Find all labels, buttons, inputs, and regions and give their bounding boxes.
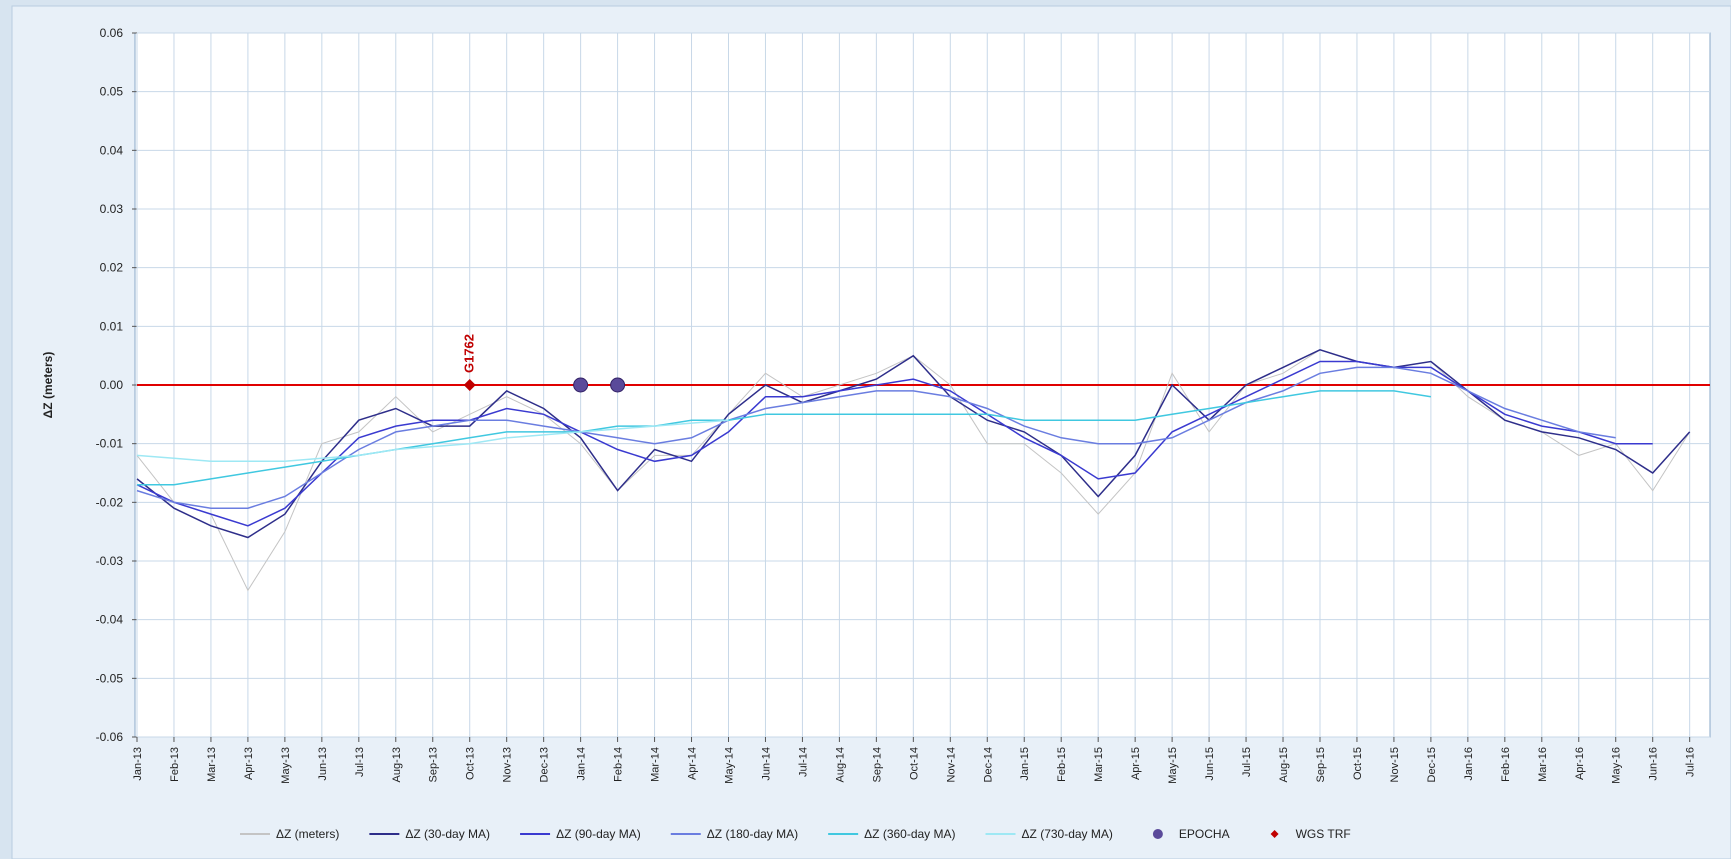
legend-label: ΔZ (90-day MA) — [556, 827, 641, 841]
series-line — [136, 348, 1691, 539]
x-tick-label: May-15 — [1167, 747, 1179, 784]
x-tick-label: Mar-16 — [1537, 747, 1549, 782]
y-tick-label: -0.04 — [96, 613, 124, 627]
legend-label: ΔZ (meters) — [276, 827, 339, 841]
legend-swatch — [1152, 829, 1163, 839]
y-tick-label: 0.01 — [100, 319, 124, 333]
x-tick-label: Jan-16 — [1463, 747, 1475, 781]
y-tick-label: -0.01 — [96, 437, 124, 451]
x-tick-label: Mar-15 — [1093, 747, 1105, 782]
x-tick-label: Apr-13 — [243, 747, 255, 780]
x-tick-label: May-14 — [723, 747, 735, 784]
x-tick-label: Apr-16 — [1574, 747, 1586, 780]
x-tick-label: Jul-14 — [797, 747, 809, 777]
x-tick-label: Jan-14 — [576, 747, 588, 781]
x-tick-label: Oct-14 — [908, 747, 920, 780]
series-line — [136, 419, 729, 463]
x-tick-label: Sep-14 — [871, 747, 883, 782]
y-tick-label: -0.05 — [96, 671, 124, 685]
y-tick-label: -0.03 — [96, 554, 124, 568]
x-tick-label: Oct-15 — [1352, 747, 1364, 780]
x-tick-label: Sep-13 — [428, 747, 440, 782]
annotation: G1762 — [462, 334, 477, 373]
epocha-point — [573, 377, 589, 393]
x-tick-label: Dec-14 — [982, 747, 994, 782]
x-tick-label: Jul-13 — [354, 747, 366, 777]
x-tick-label: Feb-13 — [169, 747, 181, 782]
x-tick-label: Nov-15 — [1389, 747, 1401, 782]
x-tick-label: Jan-15 — [1019, 747, 1031, 781]
epocha-point — [610, 377, 626, 393]
y-axis-title: ΔZ (meters) — [41, 352, 55, 419]
y-tick-label: -0.02 — [96, 495, 124, 509]
x-tick-label: Dec-15 — [1426, 747, 1438, 782]
x-tick-label: Feb-16 — [1500, 747, 1512, 782]
series-line — [136, 360, 1653, 527]
y-tick-label: 0.04 — [100, 143, 124, 157]
x-tick-label: Aug-14 — [834, 747, 846, 782]
x-tick-label: Jul-16 — [1685, 747, 1697, 777]
x-tick-label: Jun-16 — [1648, 747, 1660, 781]
x-tick-label: Sep-15 — [1315, 747, 1327, 782]
legend-label: ΔZ (30-day MA) — [405, 827, 490, 841]
legend-swatch — [1270, 830, 1279, 838]
x-tick-label: Nov-13 — [502, 747, 514, 782]
x-tick-label: Feb-15 — [1056, 747, 1068, 782]
y-tick-label: 0.06 — [100, 26, 124, 40]
legend-label: ΔZ (180-day MA) — [707, 827, 798, 841]
x-tick-label: Nov-14 — [945, 747, 957, 782]
x-tick-label: May-13 — [280, 747, 292, 784]
x-tick-label: Jul-15 — [1241, 747, 1253, 777]
legend-label: EPOCHA — [1179, 827, 1230, 841]
x-tick-label: Apr-15 — [1130, 747, 1142, 780]
y-tick-label: 0.05 — [100, 85, 124, 99]
legend-label: WGS TRF — [1296, 827, 1351, 841]
y-tick-label: 0.00 — [100, 378, 124, 392]
x-tick-label: Aug-15 — [1278, 747, 1290, 782]
x-tick-label: Mar-13 — [206, 747, 218, 782]
x-tick-label: Jun-13 — [317, 747, 329, 781]
x-tick-label: May-16 — [1611, 747, 1623, 784]
x-tick-label: Oct-13 — [465, 747, 477, 780]
x-tick-label: Jun-15 — [1204, 747, 1216, 781]
y-tick-label: 0.03 — [100, 202, 124, 216]
series-line — [136, 366, 1616, 509]
y-tick-label: -0.06 — [96, 730, 124, 744]
x-tick-label: Jan-13 — [132, 747, 144, 781]
x-tick-label: Jun-14 — [760, 747, 772, 781]
x-tick-label: Apr-14 — [687, 747, 699, 780]
x-tick-label: Mar-14 — [650, 747, 662, 782]
wgs-point — [463, 379, 476, 391]
legend-label: ΔZ (360-day MA) — [864, 827, 955, 841]
x-tick-label: Aug-13 — [391, 747, 403, 782]
x-tick-label: Dec-13 — [539, 747, 551, 782]
x-tick-label: Feb-14 — [613, 747, 625, 782]
legend-label: ΔZ (730-day MA) — [1022, 827, 1113, 841]
y-tick-label: 0.02 — [100, 261, 124, 275]
